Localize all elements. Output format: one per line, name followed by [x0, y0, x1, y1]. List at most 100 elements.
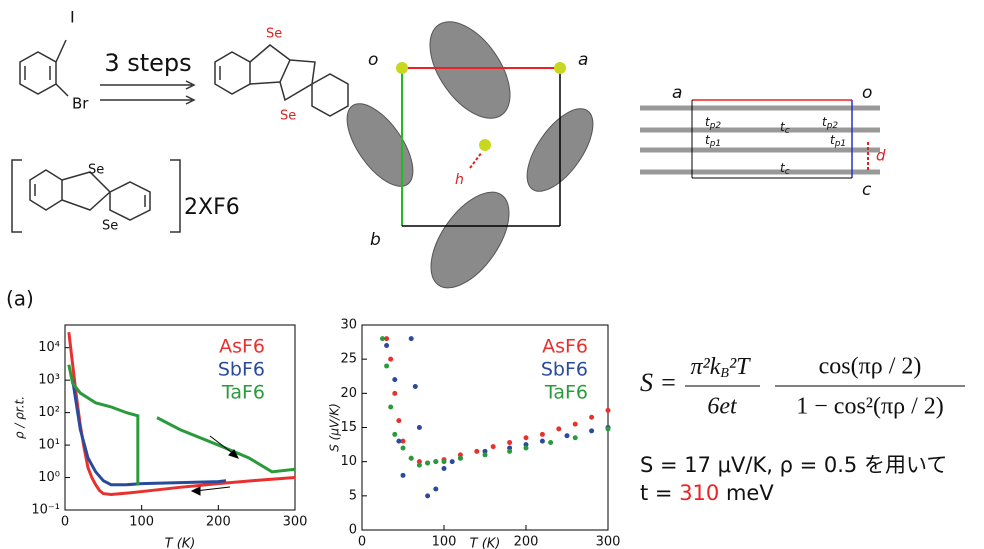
data-point	[589, 415, 594, 420]
data-point	[392, 391, 397, 396]
formula-part: π²k	[691, 354, 721, 380]
axis-label: a	[578, 50, 588, 70]
contact-label: d	[876, 147, 886, 165]
data-point	[573, 422, 578, 427]
data-point	[507, 440, 512, 445]
legend-entry: AsF6	[542, 336, 588, 358]
atom-label: Se	[102, 219, 118, 234]
series-line	[73, 380, 226, 485]
data-point	[483, 452, 488, 457]
formula-part: ²T	[729, 354, 751, 380]
transfer-label: tp2	[705, 115, 721, 131]
data-point	[433, 487, 438, 492]
axis-label: a	[672, 83, 682, 103]
data-point	[589, 428, 594, 433]
arrow-label: 3 steps	[104, 49, 191, 77]
y-tick-label: 10¹	[38, 438, 60, 453]
transfer-sub: c	[785, 126, 790, 136]
atom-label: Se	[280, 109, 296, 124]
data-point	[392, 432, 397, 437]
transfer-sub: p2	[709, 121, 722, 131]
figure: I Br 3 steps Se Se Se Se 2XF6 o a b h a …	[0, 0, 984, 549]
data-point	[606, 426, 611, 431]
x-tick-label: 200	[514, 535, 539, 549]
atom-label: I	[70, 8, 75, 27]
data-point	[417, 425, 422, 430]
data-point	[442, 466, 447, 471]
atom-label: Br	[72, 95, 89, 113]
transfer-label: tp1	[830, 133, 846, 149]
data-point	[573, 435, 578, 440]
x-tick-label: 100	[432, 535, 457, 549]
transfer-label: tc	[780, 161, 790, 177]
legend-entry: TaF6	[221, 382, 265, 404]
axis-label: o	[862, 83, 872, 103]
y-tick-label: 10⁰	[38, 470, 60, 485]
transfer-sub: p1	[834, 139, 846, 149]
legend-entry: SbF6	[218, 359, 265, 381]
x-tick-label: 300	[283, 515, 308, 530]
y-tick-label: 5	[349, 488, 357, 503]
legend-entry: SbF6	[541, 359, 588, 381]
data-point	[442, 459, 447, 464]
transfer-sub: c	[785, 167, 790, 177]
formula-denominator: 6et	[707, 394, 738, 420]
y-tick-label: 25	[340, 352, 357, 367]
x-tick-label: 200	[206, 515, 231, 530]
x-tick-label: 300	[596, 535, 621, 549]
data-point	[396, 418, 401, 423]
data-point	[409, 456, 414, 461]
salt-formula: 2XF6	[184, 195, 240, 220]
data-point	[450, 459, 455, 464]
transfer-sub: p1	[709, 139, 721, 149]
panel-label: (a)	[6, 287, 34, 311]
result-part: t =	[640, 481, 679, 505]
y-tick-label: 10	[340, 454, 357, 469]
axis-label: c	[862, 180, 872, 200]
y-tick-label: 10³	[38, 373, 60, 388]
y-tick-label: 10⁴	[38, 340, 60, 355]
y-tick-label: 0	[349, 523, 357, 538]
result-text: S = 17 μV/K, ρ = 0.5 を用いて	[640, 453, 947, 477]
data-point	[548, 440, 553, 445]
y-axis-label: ρ / ρr.t.	[13, 396, 27, 439]
data-point	[474, 449, 479, 454]
result-text: t = 310 meV	[640, 481, 774, 505]
axis-label: o	[368, 50, 378, 70]
x-axis-label: T (K)	[470, 537, 501, 549]
data-point	[540, 432, 545, 437]
atom-label: Se	[88, 163, 104, 178]
transfer-label: tp1	[705, 133, 721, 149]
data-point	[556, 426, 561, 431]
data-point	[540, 439, 545, 444]
formula-denominator: 1 − cos²(πρ / 2)	[796, 394, 943, 420]
data-point	[392, 377, 397, 382]
transfer-label: tc	[780, 120, 790, 136]
data-point	[388, 405, 393, 410]
axis-label: b	[370, 230, 381, 250]
y-tick-label: 15	[340, 420, 357, 435]
legend-entry: AsF6	[219, 336, 265, 358]
data-point	[433, 459, 438, 464]
data-point	[384, 364, 389, 369]
data-point	[413, 384, 418, 389]
transfer-label: tp2	[822, 115, 838, 131]
y-axis-label: S (μV/K)	[328, 403, 342, 452]
result-value: 310	[679, 481, 719, 505]
y-tick-label: 20	[340, 386, 357, 401]
y-tick-label: 10²	[38, 405, 60, 420]
formula-lhs: S =	[640, 368, 677, 397]
atom-label: Se	[266, 27, 282, 42]
data-point	[396, 439, 401, 444]
data-point	[458, 456, 463, 461]
y-tick-label: 30	[340, 318, 357, 333]
x-tick-label: 0	[61, 515, 69, 530]
data-point	[401, 473, 406, 478]
legend-entry: TaF6	[544, 382, 588, 404]
data-point	[565, 433, 570, 438]
data-point	[384, 343, 389, 348]
formula-numerator: cos(πρ / 2)	[819, 354, 922, 380]
transfer-sub: p2	[826, 121, 839, 131]
